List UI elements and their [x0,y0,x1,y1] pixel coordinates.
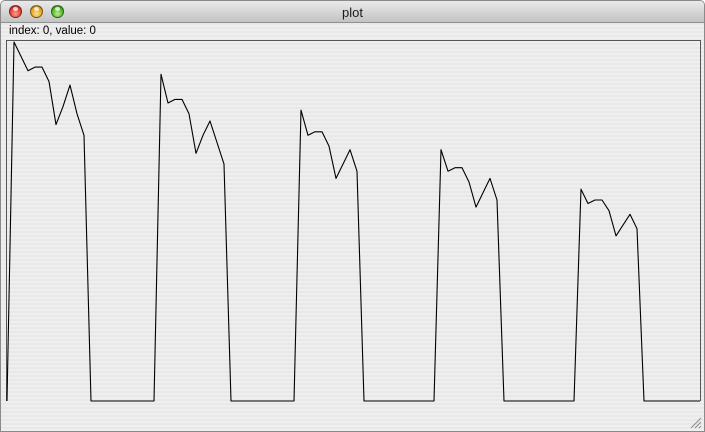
status-readout: index: 0, value: 0 [9,25,96,37]
plot-frame [6,40,701,401]
title-bar[interactable]: plot [1,1,704,23]
series-group [6,41,700,402]
close-icon[interactable] [9,5,22,18]
resize-grip-icon[interactable] [690,417,702,429]
window-title: plot [342,5,363,20]
series-line-0 [6,41,700,402]
minimize-icon[interactable] [30,5,43,18]
zoom-icon[interactable] [51,5,64,18]
